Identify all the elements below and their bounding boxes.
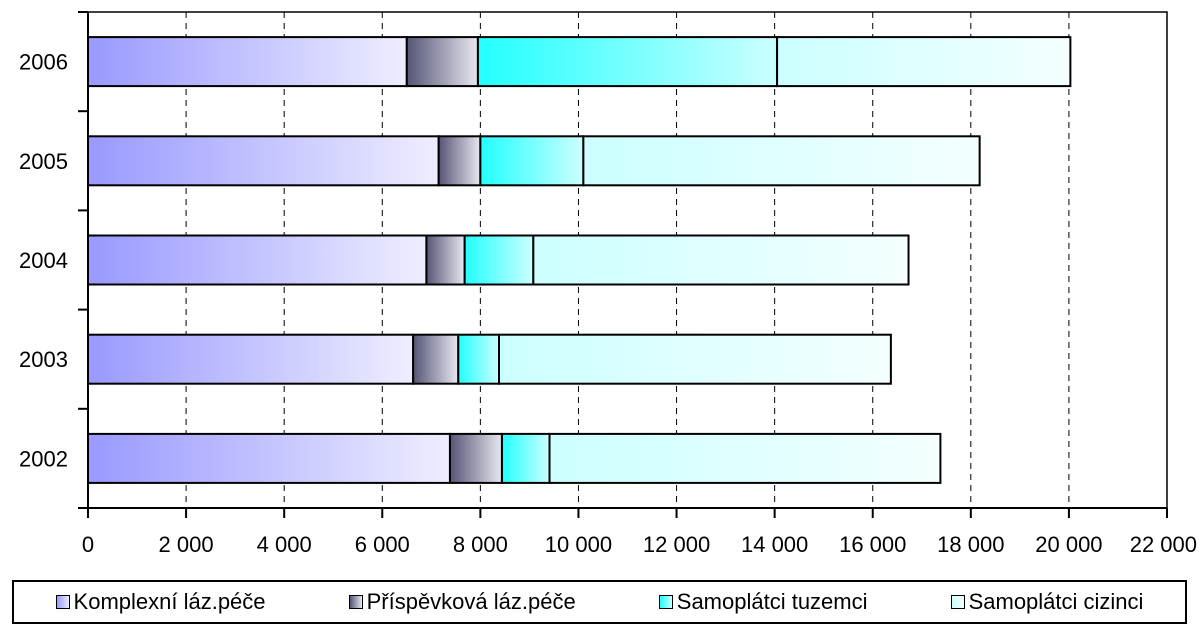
- x-tick-label-9: 18 000: [937, 532, 1004, 557]
- axes: [78, 11, 1168, 518]
- x-tick-label-1: 2 000: [159, 532, 214, 557]
- bar-2006-series-3: [776, 36, 1072, 88]
- x-tick-label-6: 12 000: [643, 532, 710, 557]
- bar-2004-series-1: [425, 234, 466, 286]
- y-tick-label-2003: 2003: [19, 347, 68, 372]
- bar-2003-series-2: [457, 333, 501, 385]
- legend-item-0: Komplexní láz.péče: [55, 589, 266, 615]
- bar-2005-series-3: [582, 135, 981, 187]
- x-tick-label-7: 14 000: [741, 532, 808, 557]
- tick-labels: 2006 2005 2004 2003 2002 0 2 000 4 000 6 000 8 00…: [19, 50, 1197, 557]
- x-tick-label-4: 8 000: [453, 532, 508, 557]
- legend: Komplexní láz.péče Příspěvková láz.péče …: [12, 580, 1187, 624]
- bars: [87, 36, 1072, 484]
- y-tick-label-2004: 2004: [19, 248, 68, 273]
- legend-swatch-1: [348, 595, 363, 609]
- bar-2002-series-3: [548, 432, 942, 484]
- bar-2003-series-3: [498, 333, 892, 385]
- legend-swatch-0: [55, 595, 70, 609]
- y-tick-label-2002: 2002: [19, 446, 68, 471]
- legend-label-1: Příspěvková láz.péče: [366, 589, 576, 614]
- legend-item-1: Příspěvková láz.péče: [348, 589, 576, 615]
- x-tick-label-8: 16 000: [839, 532, 906, 557]
- x-tick-label-3: 6 000: [355, 532, 410, 557]
- bar-2006-series-2: [476, 36, 779, 88]
- x-tick-label-5: 10 000: [545, 532, 612, 557]
- bar-2003-series-0: [87, 333, 415, 385]
- bar-2002-series-2: [500, 432, 551, 484]
- bar-2005-series-1: [437, 135, 482, 187]
- bar-2003-series-1: [412, 333, 460, 385]
- bar-2004-series-2: [463, 234, 535, 286]
- y-tick-label-2005: 2005: [19, 149, 68, 174]
- legend-label-3: Samoplátci cizinci: [968, 589, 1144, 614]
- y-tick-label-2006: 2006: [19, 50, 68, 75]
- legend-swatch-3: [950, 595, 965, 609]
- legend-item-3: Samoplátci cizinci: [950, 589, 1144, 615]
- bar-2005-series-0: [87, 135, 440, 187]
- legend-item-2: Samoplátci tuzemci: [658, 589, 868, 615]
- x-tick-label-10: 20 000: [1035, 532, 1102, 557]
- legend-label-2: Samoplátci tuzemci: [676, 589, 868, 614]
- legend-label-0: Komplexní láz.péče: [73, 589, 266, 614]
- bar-2004-series-0: [87, 234, 428, 286]
- bar-2006-series-0: [87, 36, 408, 88]
- chart: 2006 2005 2004 2003 2002 0 2 000 4 000 6 000 8 00…: [19, 11, 1197, 557]
- bar-2005-series-2: [479, 135, 585, 187]
- bar-2002-series-0: [87, 432, 451, 484]
- x-tick-label-2: 4 000: [257, 532, 312, 557]
- bar-2006-series-1: [405, 36, 479, 88]
- x-tick-label-0: 0: [82, 532, 94, 557]
- bar-2002-series-1: [448, 432, 503, 484]
- legend-swatch-2: [658, 595, 673, 609]
- bar-2004-series-3: [532, 234, 910, 286]
- x-tick-label-11: 22 000: [1130, 532, 1197, 557]
